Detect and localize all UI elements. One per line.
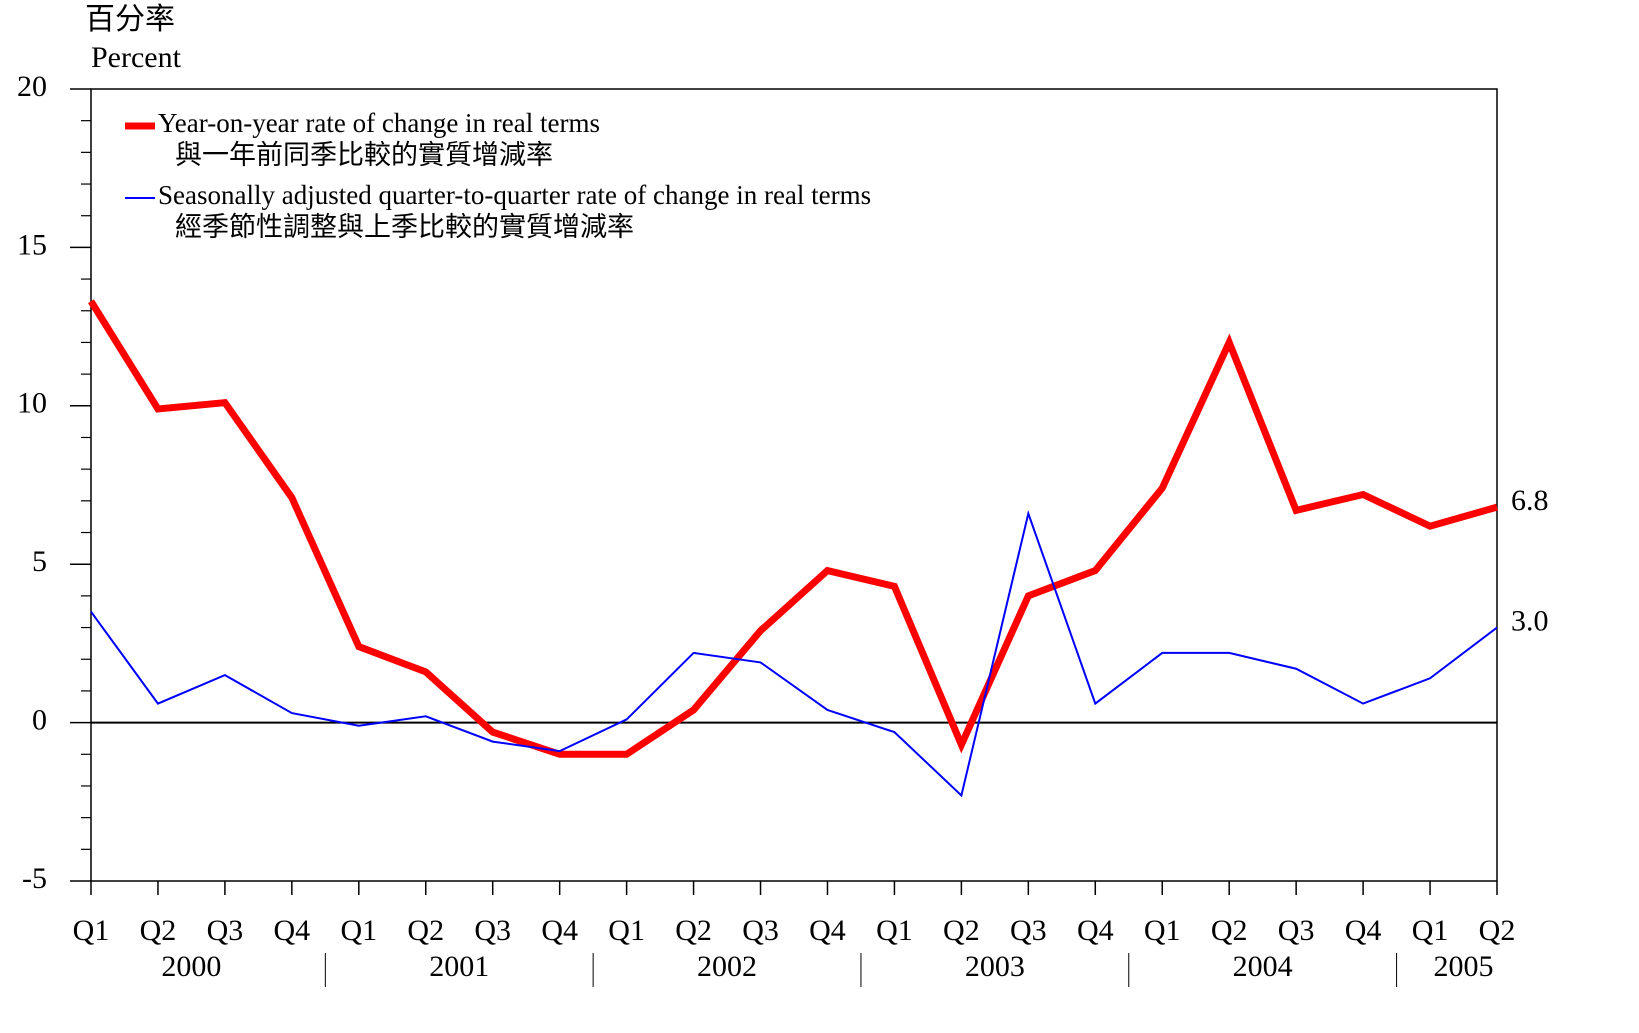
x-tick-label: Q1 bbox=[340, 914, 377, 947]
x-tick-label: Q2 bbox=[407, 914, 444, 947]
end-label: 6.8 bbox=[1511, 484, 1549, 517]
legend-label-zh: 與一年前同季比較的實質增減率 bbox=[175, 140, 553, 170]
x-tick-label: Q1 bbox=[1412, 914, 1449, 947]
x-tick-label: Q4 bbox=[541, 914, 578, 947]
x-tick-label: Q4 bbox=[809, 914, 846, 947]
y-tick-label: 5 bbox=[32, 545, 47, 578]
x-tick-label: Q2 bbox=[1479, 914, 1516, 947]
x-tick-label: Q3 bbox=[1010, 914, 1047, 947]
series-line bbox=[88, 299, 1498, 758]
x-tick-label: Q4 bbox=[1345, 914, 1382, 947]
x-tick-label: Q1 bbox=[1144, 914, 1181, 947]
x-tick-label: Q4 bbox=[1077, 914, 1114, 947]
legend-label-zh: 經季節性調整與上季比較的實質增減率 bbox=[175, 212, 634, 242]
year-label: 2000 bbox=[161, 950, 221, 983]
y-title: 百分率 bbox=[85, 3, 175, 36]
y-tick-label: 20 bbox=[17, 70, 47, 103]
year-label: 2001 bbox=[429, 950, 489, 983]
x-tick-label: Q2 bbox=[1211, 914, 1248, 947]
plot-frame bbox=[90, 88, 1498, 882]
x-tick-label: Q1 bbox=[608, 914, 645, 947]
y-tick-label: 0 bbox=[32, 703, 47, 736]
end-label: 3.0 bbox=[1511, 604, 1549, 637]
x-tick-label: Q1 bbox=[876, 914, 913, 947]
x-tick-label: Q3 bbox=[742, 914, 779, 947]
year-label: 2004 bbox=[1233, 950, 1293, 983]
legend-label: Seasonally adjusted quarter-to-quarter r… bbox=[158, 180, 871, 210]
year-label: 2002 bbox=[697, 950, 757, 983]
x-tick-label: Q4 bbox=[274, 914, 311, 947]
y-tick-label: 15 bbox=[17, 228, 47, 261]
y-tick-label: 10 bbox=[17, 387, 47, 420]
y-tick-label: -5 bbox=[22, 862, 47, 895]
x-tick-label: Q3 bbox=[207, 914, 244, 947]
x-tick-label: Q3 bbox=[474, 914, 511, 947]
x-tick-label: Q2 bbox=[675, 914, 712, 947]
year-label: 2003 bbox=[965, 950, 1025, 983]
x-tick-label: Q3 bbox=[1278, 914, 1315, 947]
x-tick-label: Q1 bbox=[73, 914, 110, 947]
legend-label: Year-on-year rate of change in real term… bbox=[158, 108, 600, 138]
year-label: 2005 bbox=[1434, 950, 1494, 983]
series-line bbox=[90, 509, 1498, 798]
x-tick-label: Q2 bbox=[140, 914, 177, 947]
y-title-en: Percent bbox=[91, 41, 182, 74]
x-tick-label: Q2 bbox=[943, 914, 980, 947]
